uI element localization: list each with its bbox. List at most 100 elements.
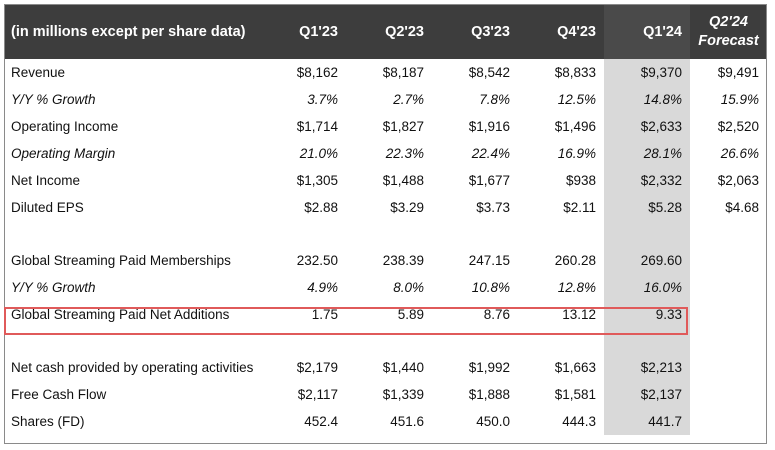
cell-q1-23: $1,714 xyxy=(296,119,338,134)
table-row-net-additions: Global Streaming Paid Net Additions 1.75… xyxy=(5,301,766,328)
cell-q1-24: 9.33 xyxy=(604,301,690,328)
cell-q1-24: $2,633 xyxy=(604,113,690,140)
cell-q1-23: 1.75 xyxy=(311,307,338,322)
cell-q2-23: $3.29 xyxy=(390,200,424,215)
cell-q1-24: $2,137 xyxy=(604,381,690,408)
financial-summary-table-frame: (in millions except per share data) Q1'2… xyxy=(4,4,767,444)
spacer-cell xyxy=(690,328,766,354)
cell-forecast: $9,491 xyxy=(717,65,759,80)
cell-forecast xyxy=(690,301,766,328)
row-label: Revenue xyxy=(11,65,66,80)
cell-q4-23: 13.12 xyxy=(562,307,596,322)
table-row-diluted-eps: Diluted EPS $2.88 $3.29 $3.73 $2.11 $5.2… xyxy=(5,194,766,221)
cell-q1-24: 269.60 xyxy=(604,247,690,274)
cell-q2-23: 22.3% xyxy=(385,146,424,161)
table-row-revenue: Revenue $8,162 $8,187 $8,542 $8,833 $9,3… xyxy=(5,59,766,86)
spacer-cell xyxy=(5,328,260,354)
row-label: Operating Income xyxy=(11,119,119,134)
cell-q1-23: $1,305 xyxy=(296,173,338,188)
cell-q1-23: 452.4 xyxy=(304,414,338,429)
cell-q2-23: $8,187 xyxy=(382,65,424,80)
cell-q1-23: 3.7% xyxy=(307,92,338,107)
row-label: Y/Y % Growth xyxy=(11,92,96,107)
cell-q4-23: 12.8% xyxy=(557,280,596,295)
row-label: Operating Margin xyxy=(11,146,116,161)
cell-q1-24: 14.8% xyxy=(604,86,690,113)
spacer-cell xyxy=(604,328,690,354)
spacer-cell xyxy=(518,221,604,247)
cell-q1-23: $2.88 xyxy=(304,200,338,215)
cell-q1-23: $2,117 xyxy=(297,387,338,402)
cell-q3-23: $1,888 xyxy=(468,387,510,402)
cell-forecast: 26.6% xyxy=(720,146,759,161)
cell-q1-23: 4.9% xyxy=(307,280,338,295)
financial-summary-table: (in millions except per share data) Q1'2… xyxy=(5,5,766,435)
row-label: Net cash provided by operating activitie… xyxy=(11,360,254,375)
cell-q4-23: 12.5% xyxy=(557,92,596,107)
cell-q1-24: 441.7 xyxy=(604,408,690,435)
cell-q1-24: $9,370 xyxy=(604,59,690,86)
cell-q1-23: 232.50 xyxy=(296,253,338,268)
spacer-cell xyxy=(346,221,432,247)
row-label: Shares (FD) xyxy=(11,414,85,429)
cell-q3-23: 22.4% xyxy=(471,146,510,161)
table-row-operating-cash: Net cash provided by operating activitie… xyxy=(5,354,766,381)
header-q2-23: Q2'23 xyxy=(385,24,424,40)
table-row-operating-margin: Operating Margin 21.0% 22.3% 22.4% 16.9%… xyxy=(5,140,766,167)
cell-q4-23: $938 xyxy=(565,173,596,188)
cell-q4-23: 444.3 xyxy=(562,414,596,429)
spacer-cell xyxy=(432,221,518,247)
cell-q4-23: 16.9% xyxy=(557,146,596,161)
cell-q2-23: 5.89 xyxy=(397,307,424,322)
cell-forecast: $2,520 xyxy=(717,119,759,134)
cell-q3-23: $1,677 xyxy=(468,173,510,188)
cell-q1-24: 28.1% xyxy=(604,140,690,167)
row-label: Diluted EPS xyxy=(11,200,84,215)
cell-forecast xyxy=(690,354,766,381)
cell-q4-23: 260.28 xyxy=(554,253,596,268)
cell-forecast xyxy=(690,274,766,301)
cell-forecast xyxy=(690,247,766,274)
cell-q3-23: 7.8% xyxy=(479,92,510,107)
cell-q1-23: 21.0% xyxy=(299,146,338,161)
spacer-cell xyxy=(5,221,260,247)
cell-q4-23: $1,581 xyxy=(554,387,596,402)
header-forecast-label: Forecast xyxy=(698,33,759,49)
spacer-cell xyxy=(346,328,432,354)
cell-q2-23: $1,827 xyxy=(382,119,424,134)
cell-q3-23: 450.0 xyxy=(476,414,510,429)
header-forecast-quarter: Q2'24 xyxy=(709,14,748,30)
cell-q2-23: 451.6 xyxy=(390,414,424,429)
spacer-cell xyxy=(604,221,690,247)
cell-q4-23: $2.11 xyxy=(563,200,596,215)
cell-q1-23: $2,179 xyxy=(296,360,338,375)
cell-q2-23: 8.0% xyxy=(393,280,424,295)
cell-q3-23: 10.8% xyxy=(471,280,510,295)
cell-forecast: $2,063 xyxy=(717,173,759,188)
cell-q4-23: $1,663 xyxy=(554,360,596,375)
cell-q4-23: $8,833 xyxy=(554,65,596,80)
spacer-cell xyxy=(690,221,766,247)
table-spacer-row xyxy=(5,221,766,247)
cell-q1-24: $2,213 xyxy=(604,354,690,381)
cell-q1-24: $5.28 xyxy=(604,194,690,221)
header-q3-23: Q3'23 xyxy=(471,24,510,40)
cell-q3-23: 8.76 xyxy=(483,307,510,322)
header-q4-23: Q4'23 xyxy=(557,24,596,40)
row-label: Y/Y % Growth xyxy=(11,280,96,295)
spacer-cell xyxy=(260,328,346,354)
units-header: (in millions except per share data) xyxy=(11,24,246,40)
header-forecast: Q2'24 Forecast xyxy=(690,5,766,59)
cell-q3-23: $3.73 xyxy=(476,200,510,215)
table-row-operating-income: Operating Income $1,714 $1,827 $1,916 $1… xyxy=(5,113,766,140)
cell-q3-23: 247.15 xyxy=(468,253,510,268)
cell-q1-23: $8,162 xyxy=(296,65,338,80)
cell-q2-23: $1,440 xyxy=(382,360,424,375)
cell-q4-23: $1,496 xyxy=(554,119,596,134)
table-row-yoy-growth: Y/Y % Growth 3.7% 2.7% 7.8% 12.5% 14.8% … xyxy=(5,86,766,113)
row-label: Global Streaming Paid Memberships xyxy=(11,253,231,268)
cell-q2-23: $1,488 xyxy=(382,173,424,188)
cell-q3-23: $8,542 xyxy=(468,65,510,80)
table-header-row: (in millions except per share data) Q1'2… xyxy=(5,5,766,59)
row-label: Free Cash Flow xyxy=(11,387,107,402)
